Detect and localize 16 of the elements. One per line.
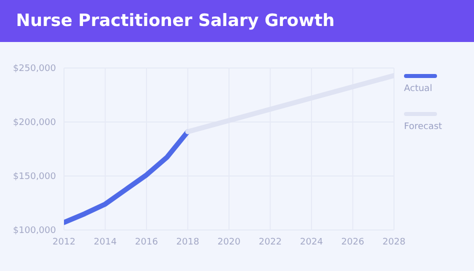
x-tick-label: 2024 (300, 237, 324, 248)
y-tick-label: $200,000 (13, 118, 56, 128)
x-tick-label: 2014 (94, 237, 117, 248)
x-tick-label: 2016 (135, 237, 158, 248)
x-tick-label: 2012 (52, 237, 76, 248)
y-tick-label: $150,000 (13, 172, 56, 182)
y-tick-label: $250,000 (13, 64, 56, 74)
y-tick-label: $100,000 (13, 226, 56, 236)
x-tick-label: 2026 (341, 237, 364, 248)
x-tick-label: 2028 (382, 237, 406, 248)
x-tick-label: 2022 (258, 237, 282, 248)
x-tick-label: 2020 (218, 237, 241, 248)
x-tick-label: 2018 (176, 237, 200, 248)
chart-title: Nurse Practitioner Salary Growth (0, 0, 474, 42)
legend-label: Forecast (404, 122, 444, 132)
legend-label: Actual (404, 84, 434, 94)
